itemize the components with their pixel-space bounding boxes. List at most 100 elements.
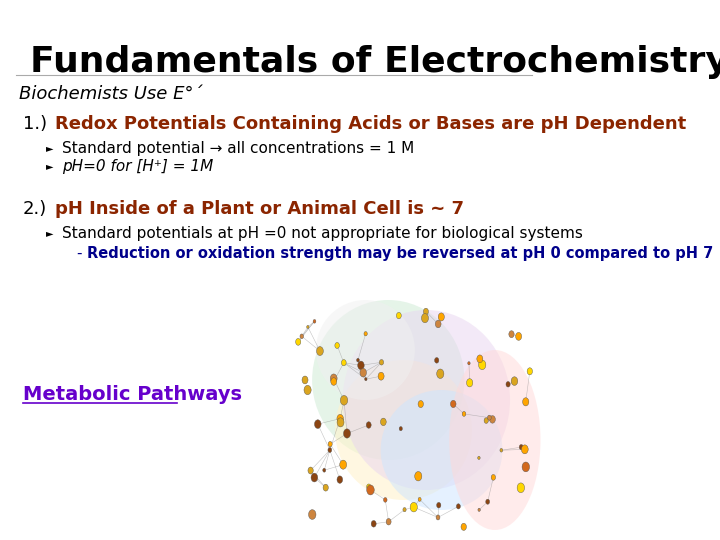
- Circle shape: [511, 377, 518, 386]
- Circle shape: [509, 330, 514, 338]
- Text: 1.): 1.): [23, 115, 47, 133]
- Circle shape: [296, 339, 301, 345]
- Circle shape: [486, 499, 490, 504]
- Circle shape: [340, 460, 346, 469]
- Circle shape: [366, 485, 374, 495]
- Circle shape: [378, 372, 384, 380]
- Circle shape: [311, 473, 318, 482]
- Circle shape: [423, 308, 428, 315]
- Text: ►: ►: [45, 161, 53, 171]
- Circle shape: [517, 483, 525, 492]
- Circle shape: [438, 313, 444, 321]
- Text: -: -: [76, 246, 81, 261]
- Circle shape: [421, 314, 428, 323]
- Circle shape: [341, 360, 346, 366]
- Circle shape: [315, 420, 321, 428]
- Circle shape: [487, 415, 491, 420]
- Circle shape: [386, 518, 391, 525]
- Circle shape: [436, 515, 440, 520]
- Circle shape: [328, 441, 332, 447]
- Circle shape: [467, 379, 473, 387]
- Text: Standard potentials at pH =0 not appropriate for biological systems: Standard potentials at pH =0 not appropr…: [63, 226, 583, 241]
- Circle shape: [436, 320, 441, 328]
- Circle shape: [436, 502, 441, 508]
- Text: pH Inside of a Plant or Animal Cell is ~ 7: pH Inside of a Plant or Animal Cell is ~…: [55, 200, 464, 218]
- Ellipse shape: [316, 300, 415, 400]
- Circle shape: [328, 448, 332, 453]
- Text: Reduction or oxidation strength may be reversed at pH 0 compared to pH 7: Reduction or oxidation strength may be r…: [87, 246, 713, 261]
- Circle shape: [307, 326, 309, 328]
- Circle shape: [379, 360, 384, 365]
- Circle shape: [399, 427, 402, 431]
- Circle shape: [436, 369, 444, 379]
- Circle shape: [302, 376, 308, 384]
- Circle shape: [380, 418, 386, 426]
- Circle shape: [461, 523, 467, 530]
- Circle shape: [304, 386, 311, 395]
- Circle shape: [418, 401, 423, 408]
- Circle shape: [335, 342, 339, 348]
- Circle shape: [330, 378, 337, 386]
- Circle shape: [500, 448, 503, 452]
- Circle shape: [477, 456, 480, 460]
- Ellipse shape: [335, 360, 472, 500]
- Circle shape: [477, 355, 483, 363]
- Circle shape: [323, 468, 325, 472]
- Circle shape: [403, 508, 406, 512]
- Ellipse shape: [449, 350, 541, 530]
- Circle shape: [491, 475, 495, 480]
- Circle shape: [521, 445, 528, 454]
- Circle shape: [337, 476, 343, 483]
- Text: Biochemists Use E°´: Biochemists Use E°´: [19, 85, 202, 103]
- Circle shape: [360, 368, 366, 377]
- Circle shape: [308, 467, 313, 474]
- Circle shape: [337, 418, 344, 427]
- Circle shape: [484, 418, 488, 423]
- Circle shape: [309, 510, 316, 519]
- Text: pH=0 for [H⁺] = 1M: pH=0 for [H⁺] = 1M: [63, 159, 214, 174]
- Ellipse shape: [343, 310, 510, 490]
- Circle shape: [523, 398, 528, 406]
- Circle shape: [317, 347, 323, 355]
- Circle shape: [516, 333, 521, 340]
- Circle shape: [451, 400, 456, 408]
- Circle shape: [478, 508, 480, 511]
- Circle shape: [323, 484, 328, 491]
- Circle shape: [490, 416, 495, 423]
- Circle shape: [468, 362, 470, 365]
- Circle shape: [506, 382, 510, 387]
- Circle shape: [364, 377, 367, 381]
- Circle shape: [435, 357, 438, 363]
- Circle shape: [410, 502, 418, 512]
- Ellipse shape: [312, 300, 464, 460]
- Circle shape: [337, 414, 343, 423]
- Circle shape: [522, 462, 529, 472]
- Text: 2.): 2.): [23, 200, 47, 218]
- Circle shape: [313, 320, 316, 323]
- Text: ►: ►: [45, 143, 53, 153]
- Circle shape: [397, 312, 401, 319]
- Circle shape: [341, 395, 348, 405]
- Circle shape: [330, 374, 337, 383]
- Text: Standard potential → all concentrations = 1 M: Standard potential → all concentrations …: [63, 141, 415, 156]
- Circle shape: [343, 429, 351, 438]
- Circle shape: [527, 368, 533, 375]
- Circle shape: [356, 359, 359, 362]
- Circle shape: [479, 360, 486, 370]
- Text: Metabolic Pathways: Metabolic Pathways: [23, 385, 242, 404]
- Circle shape: [462, 411, 466, 416]
- Text: Fundamentals of Electrochemistry: Fundamentals of Electrochemistry: [30, 45, 720, 79]
- Circle shape: [366, 484, 371, 490]
- Circle shape: [300, 334, 304, 339]
- Ellipse shape: [381, 390, 503, 510]
- Circle shape: [366, 422, 372, 428]
- Text: ►: ►: [45, 228, 53, 238]
- Circle shape: [418, 497, 421, 501]
- Text: Redox Potentials Containing Acids or Bases are pH Dependent: Redox Potentials Containing Acids or Bas…: [55, 115, 686, 133]
- Circle shape: [415, 471, 422, 481]
- Circle shape: [384, 497, 387, 502]
- Circle shape: [519, 444, 523, 450]
- Circle shape: [372, 521, 376, 527]
- Circle shape: [456, 504, 460, 509]
- Circle shape: [364, 332, 367, 336]
